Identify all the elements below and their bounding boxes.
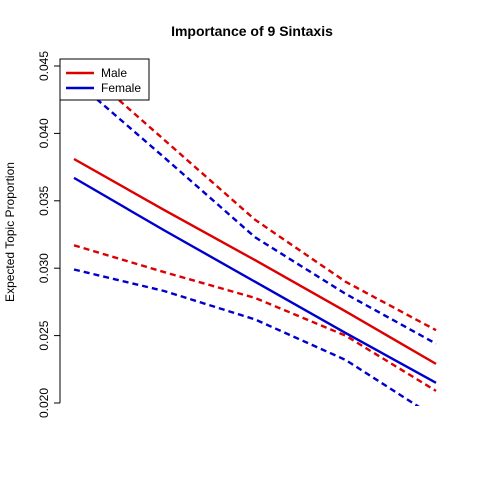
legend-box [59,58,150,101]
y-tick-label: 0.040 [37,118,51,148]
series-male-ci-upper [73,59,437,332]
legend: Male Female [59,58,150,101]
series-group [73,59,437,406]
y-tick-label: 0.045 [37,51,51,81]
legend-label-male: Male [101,66,127,80]
series-female-estimate [73,176,437,384]
y-tick-label: 0.035 [37,185,51,215]
legend-label-female: Female [101,81,141,95]
chart-title: Importance of 9 Sintaxis [171,23,333,39]
y-axis-label: Expected Topic Proportion [3,162,17,302]
series-male-ci-lower [73,244,437,392]
series-female-ci-lower [73,268,420,406]
y-axis: 0.020 0.025 0.030 0.035 0.040 0.045 [37,51,61,418]
y-tick-label: 0.025 [37,320,51,350]
series-female-ci-upper [73,78,437,345]
series-male-estimate [73,157,437,365]
y-tick-label: 0.020 [37,388,51,418]
y-tick-label: 0.030 [37,253,51,283]
